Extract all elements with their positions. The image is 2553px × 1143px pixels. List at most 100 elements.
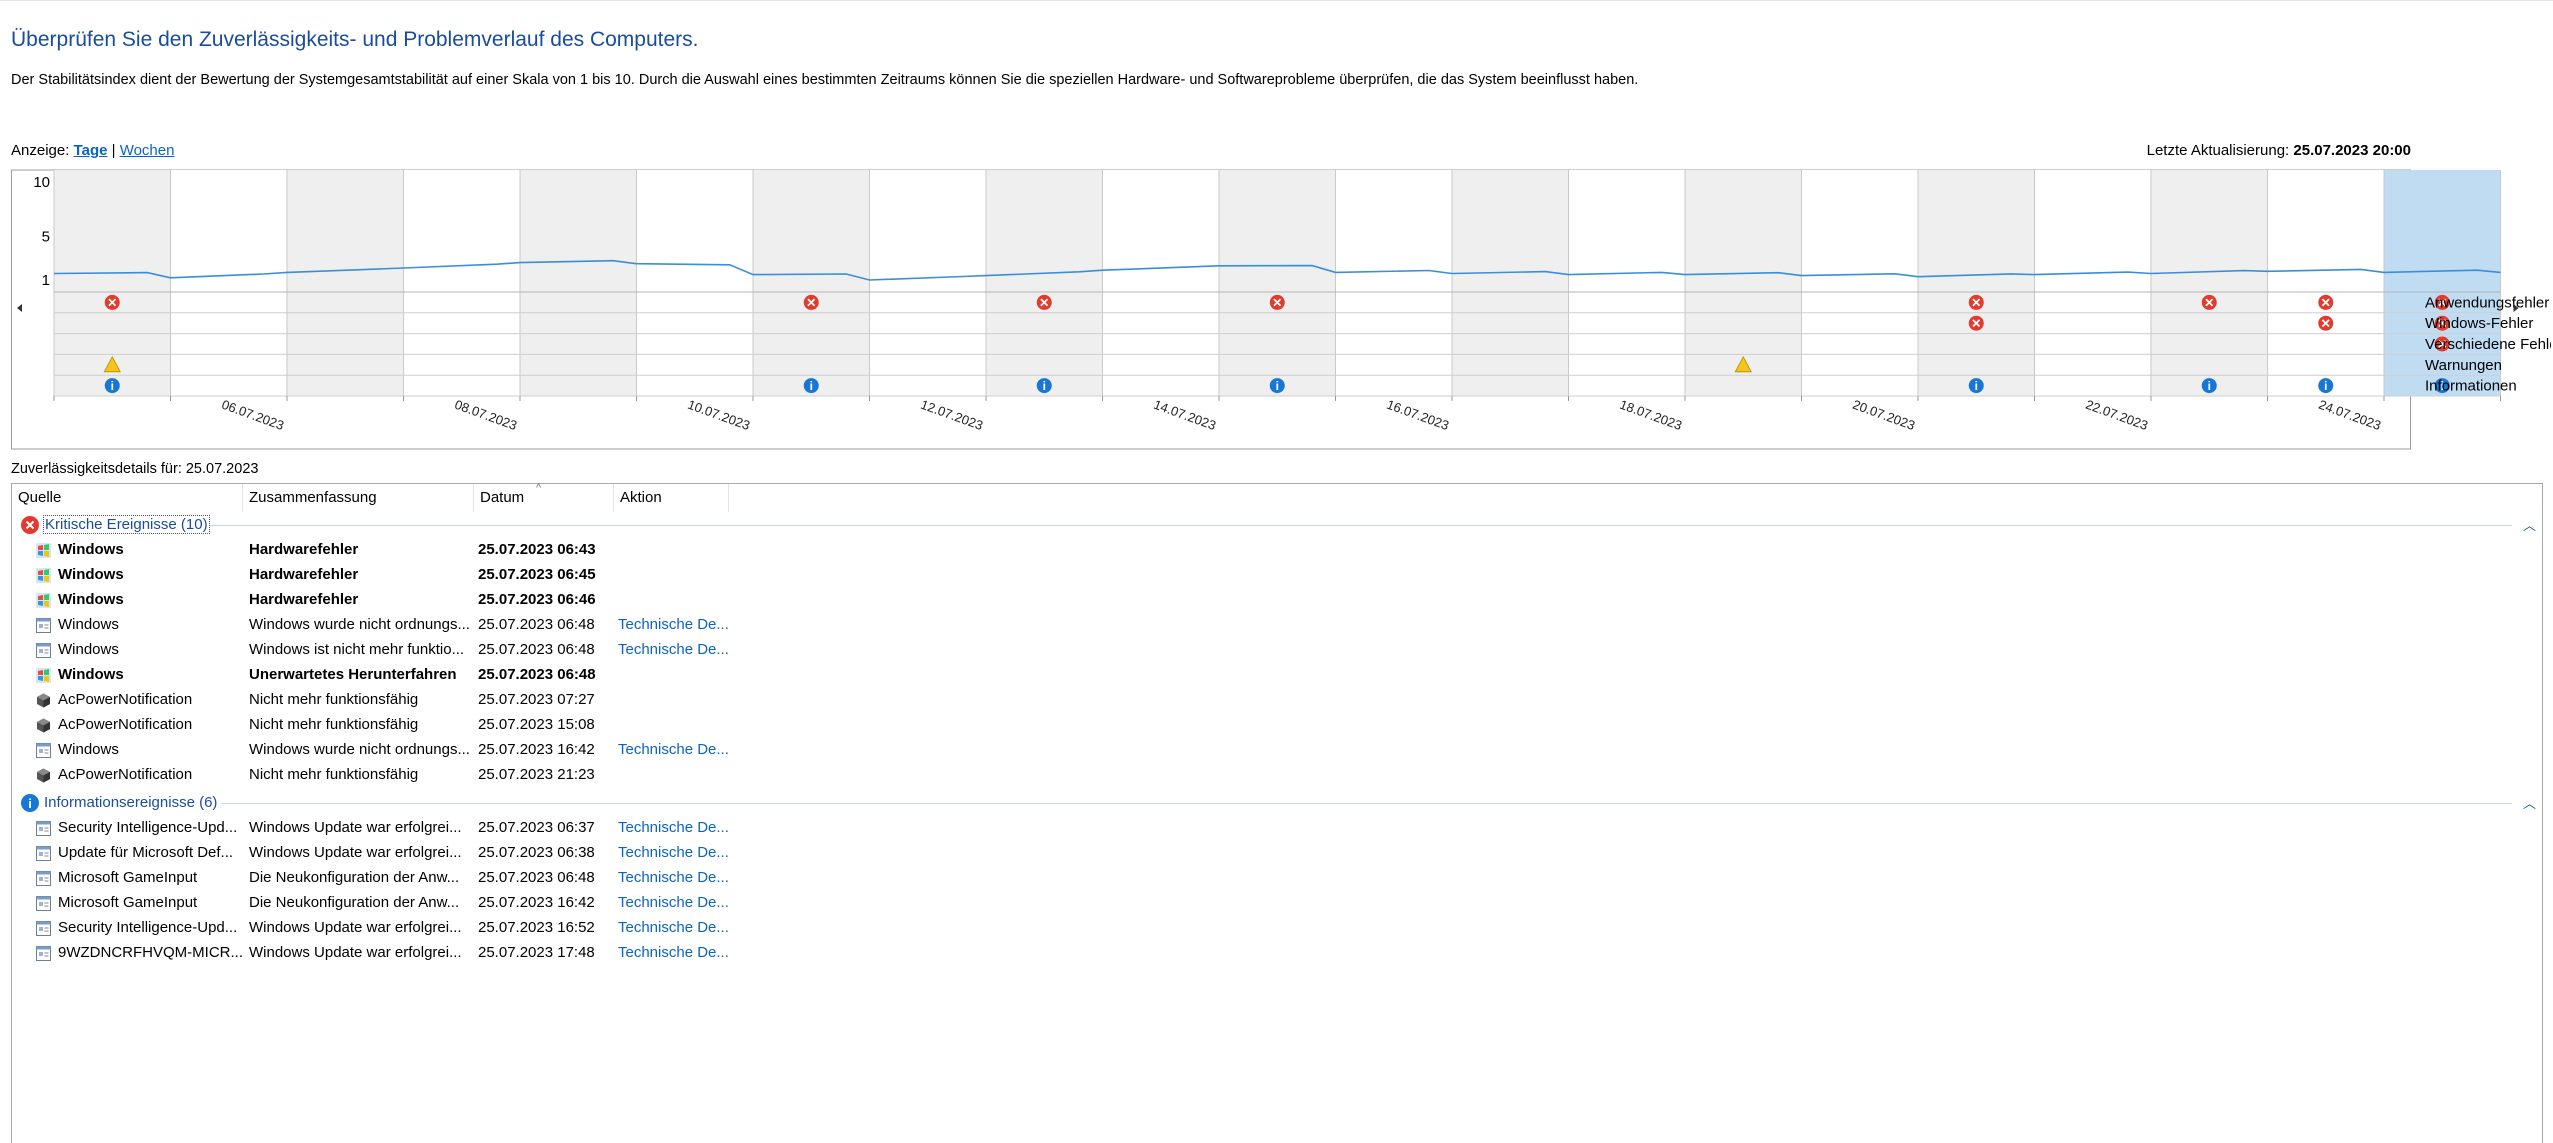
info-circle xyxy=(1968,378,1984,394)
error-event-icon xyxy=(1269,294,1285,310)
windows-icon xyxy=(36,668,51,683)
table-row[interactable]: Update für Microsoft Def... Windows Updat… xyxy=(12,841,2542,866)
event-row-label: Anwendungsfehler xyxy=(2425,294,2549,311)
cell-date: 25.07.2023 16:52 xyxy=(478,919,595,936)
windows-icon xyxy=(36,568,51,583)
info-circle xyxy=(2201,378,2217,394)
cell-date: 25.07.2023 06:45 xyxy=(478,566,596,583)
info-event-icon: i xyxy=(1036,378,1052,394)
column-header-source[interactable]: Quelle xyxy=(12,484,243,512)
technical-details-link[interactable]: Technische De... xyxy=(618,844,729,861)
day-column xyxy=(2384,170,2501,396)
cell-date: 25.07.2023 06:38 xyxy=(478,844,595,861)
table-row[interactable]: Microsoft GameInput Die Neukonfiguration … xyxy=(12,891,2542,916)
cell-summary: Nicht mehr funktionsfähig xyxy=(249,716,419,733)
scroll-left-icon[interactable] xyxy=(17,304,22,312)
technical-details-link[interactable]: Technische De... xyxy=(618,919,729,936)
event-row-label: Windows-Fehler xyxy=(2425,315,2533,332)
cell-source: Windows xyxy=(58,666,124,683)
view-weeks-link[interactable]: Wochen xyxy=(119,142,175,159)
sort-ascending-icon: ^ xyxy=(536,482,542,494)
collapse-chevron-icon[interactable]: ︿ xyxy=(2522,518,2536,533)
group-label[interactable]: Kritische Ereignisse (10) xyxy=(43,515,210,534)
table-row[interactable]: Windows Hardwarefehler 25.07.2023 06:46 xyxy=(12,588,2542,613)
table-row[interactable]: Security Intelligence-Upd... Windows Upda… xyxy=(12,816,2542,841)
cell-date: 25.07.2023 06:48 xyxy=(478,869,595,886)
application-icon xyxy=(36,821,51,836)
table-row[interactable]: Windows Windows wurde nicht ordnungs... 25… xyxy=(12,613,2542,638)
cell-source: 9WZDNCRFHVQM-MICR... xyxy=(58,944,243,961)
error-glyph xyxy=(807,298,816,307)
table-row[interactable]: Windows Unerwartetes Herunterfahren 25.07.… xyxy=(12,663,2542,688)
application-icon xyxy=(36,618,51,633)
error-glyph xyxy=(1040,298,1049,307)
table-row[interactable]: 9WZDNCRFHVQM-MICR... Windows Update war e… xyxy=(12,941,2542,966)
app-cube-icon xyxy=(36,718,51,733)
day-column xyxy=(636,170,753,396)
error-glyph xyxy=(2438,340,2447,348)
info-event-icon: i xyxy=(1269,378,1285,394)
event-row-label: Informationen xyxy=(2425,378,2517,395)
cell-summary: Unerwartetes Herunterfahren xyxy=(249,666,457,683)
error-event-icon xyxy=(2201,294,2217,310)
info-circle xyxy=(104,378,120,394)
table-row[interactable]: Microsoft GameInput Die Neukonfiguration … xyxy=(12,866,2542,891)
cell-source: Security Intelligence-Upd... xyxy=(58,819,238,836)
cell-date: 25.07.2023 06:37 xyxy=(478,819,595,836)
table-row[interactable]: Windows Hardwarefehler 25.07.2023 06:43 xyxy=(12,538,2542,563)
cell-date: 25.07.2023 06:48 xyxy=(478,666,596,683)
table-row[interactable]: AcPowerNotification Nicht mehr funktionsf… xyxy=(12,688,2542,713)
day-column xyxy=(1568,170,1685,396)
day-column xyxy=(170,170,287,396)
view-selector: Anzeige: Tage | Wochen xyxy=(11,142,174,159)
info-circle xyxy=(1269,378,1285,394)
table-row[interactable]: Windows Windows wurde nicht ordnungs... 25… xyxy=(12,738,2542,763)
page-title: Überprüfen Sie den Zuverlässigkeits- und… xyxy=(11,28,699,51)
technical-details-link[interactable]: Technische De... xyxy=(618,819,729,836)
day-column xyxy=(520,170,637,396)
cell-summary: Nicht mehr funktionsfähig xyxy=(249,766,419,783)
group-label[interactable]: Informationsereignisse (6) xyxy=(44,794,218,811)
group-header-info[interactable]: i Informationsereignisse (6) ︿ xyxy=(12,790,2542,816)
cell-source: Windows xyxy=(58,616,119,633)
column-header-action[interactable]: Aktion xyxy=(614,484,729,512)
cell-summary: Windows wurde nicht ordnungs... xyxy=(249,741,470,758)
technical-details-link[interactable]: Technische De... xyxy=(618,616,729,633)
collapse-chevron-icon[interactable]: ︿ xyxy=(2522,796,2536,811)
table-row[interactable]: Windows Hardwarefehler 25.07.2023 06:45 xyxy=(12,563,2542,588)
cell-date: 25.07.2023 17:48 xyxy=(478,944,595,961)
information-icon: i xyxy=(21,794,39,812)
group-header-critical[interactable]: Kritische Ereignisse (10) ︿ xyxy=(12,512,2542,538)
app-cube-icon xyxy=(36,768,51,783)
table-row[interactable]: AcPowerNotification Nicht mehr funktionsf… xyxy=(12,763,2542,788)
y-tick-label: 1 xyxy=(42,272,50,289)
application-icon xyxy=(36,946,51,961)
column-header-date[interactable]: Datum xyxy=(474,484,614,512)
cell-summary: Nicht mehr funktionsfähig xyxy=(249,691,419,708)
cell-source: Windows xyxy=(58,741,119,758)
table-row[interactable]: Windows Windows ist nicht mehr funktio...… xyxy=(12,638,2542,663)
error-glyph xyxy=(1273,298,1282,307)
column-header-summary[interactable]: Zusammenfassung xyxy=(243,484,474,512)
grid-header: Quelle Zusammenfassung Datum Aktion ^ xyxy=(12,482,2542,512)
reliability-chart[interactable]: 10 5 1 Anwendungsfehler Windows-Fehler Versch… xyxy=(11,168,2551,454)
table-row[interactable]: Security Intelligence-Upd... Windows Upda… xyxy=(12,916,2542,941)
technical-details-link[interactable]: Technische De... xyxy=(618,869,729,886)
info-glyph: i xyxy=(2208,379,2211,393)
cell-source: AcPowerNotification xyxy=(58,766,193,783)
day-column xyxy=(986,170,1103,396)
technical-details-link[interactable]: Technische De... xyxy=(618,641,729,658)
technical-details-link[interactable]: Technische De... xyxy=(618,944,729,961)
technical-details-link[interactable]: Technische De... xyxy=(618,894,729,911)
scroll-right-icon[interactable] xyxy=(2513,304,2519,312)
cell-summary: Hardwarefehler xyxy=(249,591,359,608)
table-row[interactable]: AcPowerNotification Nicht mehr funktionsf… xyxy=(12,713,2542,738)
view-days-link[interactable]: Tage xyxy=(73,142,108,159)
windows-icon xyxy=(36,543,51,558)
cell-source: Microsoft GameInput xyxy=(58,869,198,886)
technical-details-link[interactable]: Technische De... xyxy=(618,741,729,758)
cell-date: 25.07.2023 16:42 xyxy=(478,894,595,911)
cell-source: Security Intelligence-Upd... xyxy=(58,919,238,936)
details-label: Zuverlässigkeitsdetails für: 25.07.2023 xyxy=(11,461,259,477)
error-event-icon xyxy=(2318,315,2334,331)
